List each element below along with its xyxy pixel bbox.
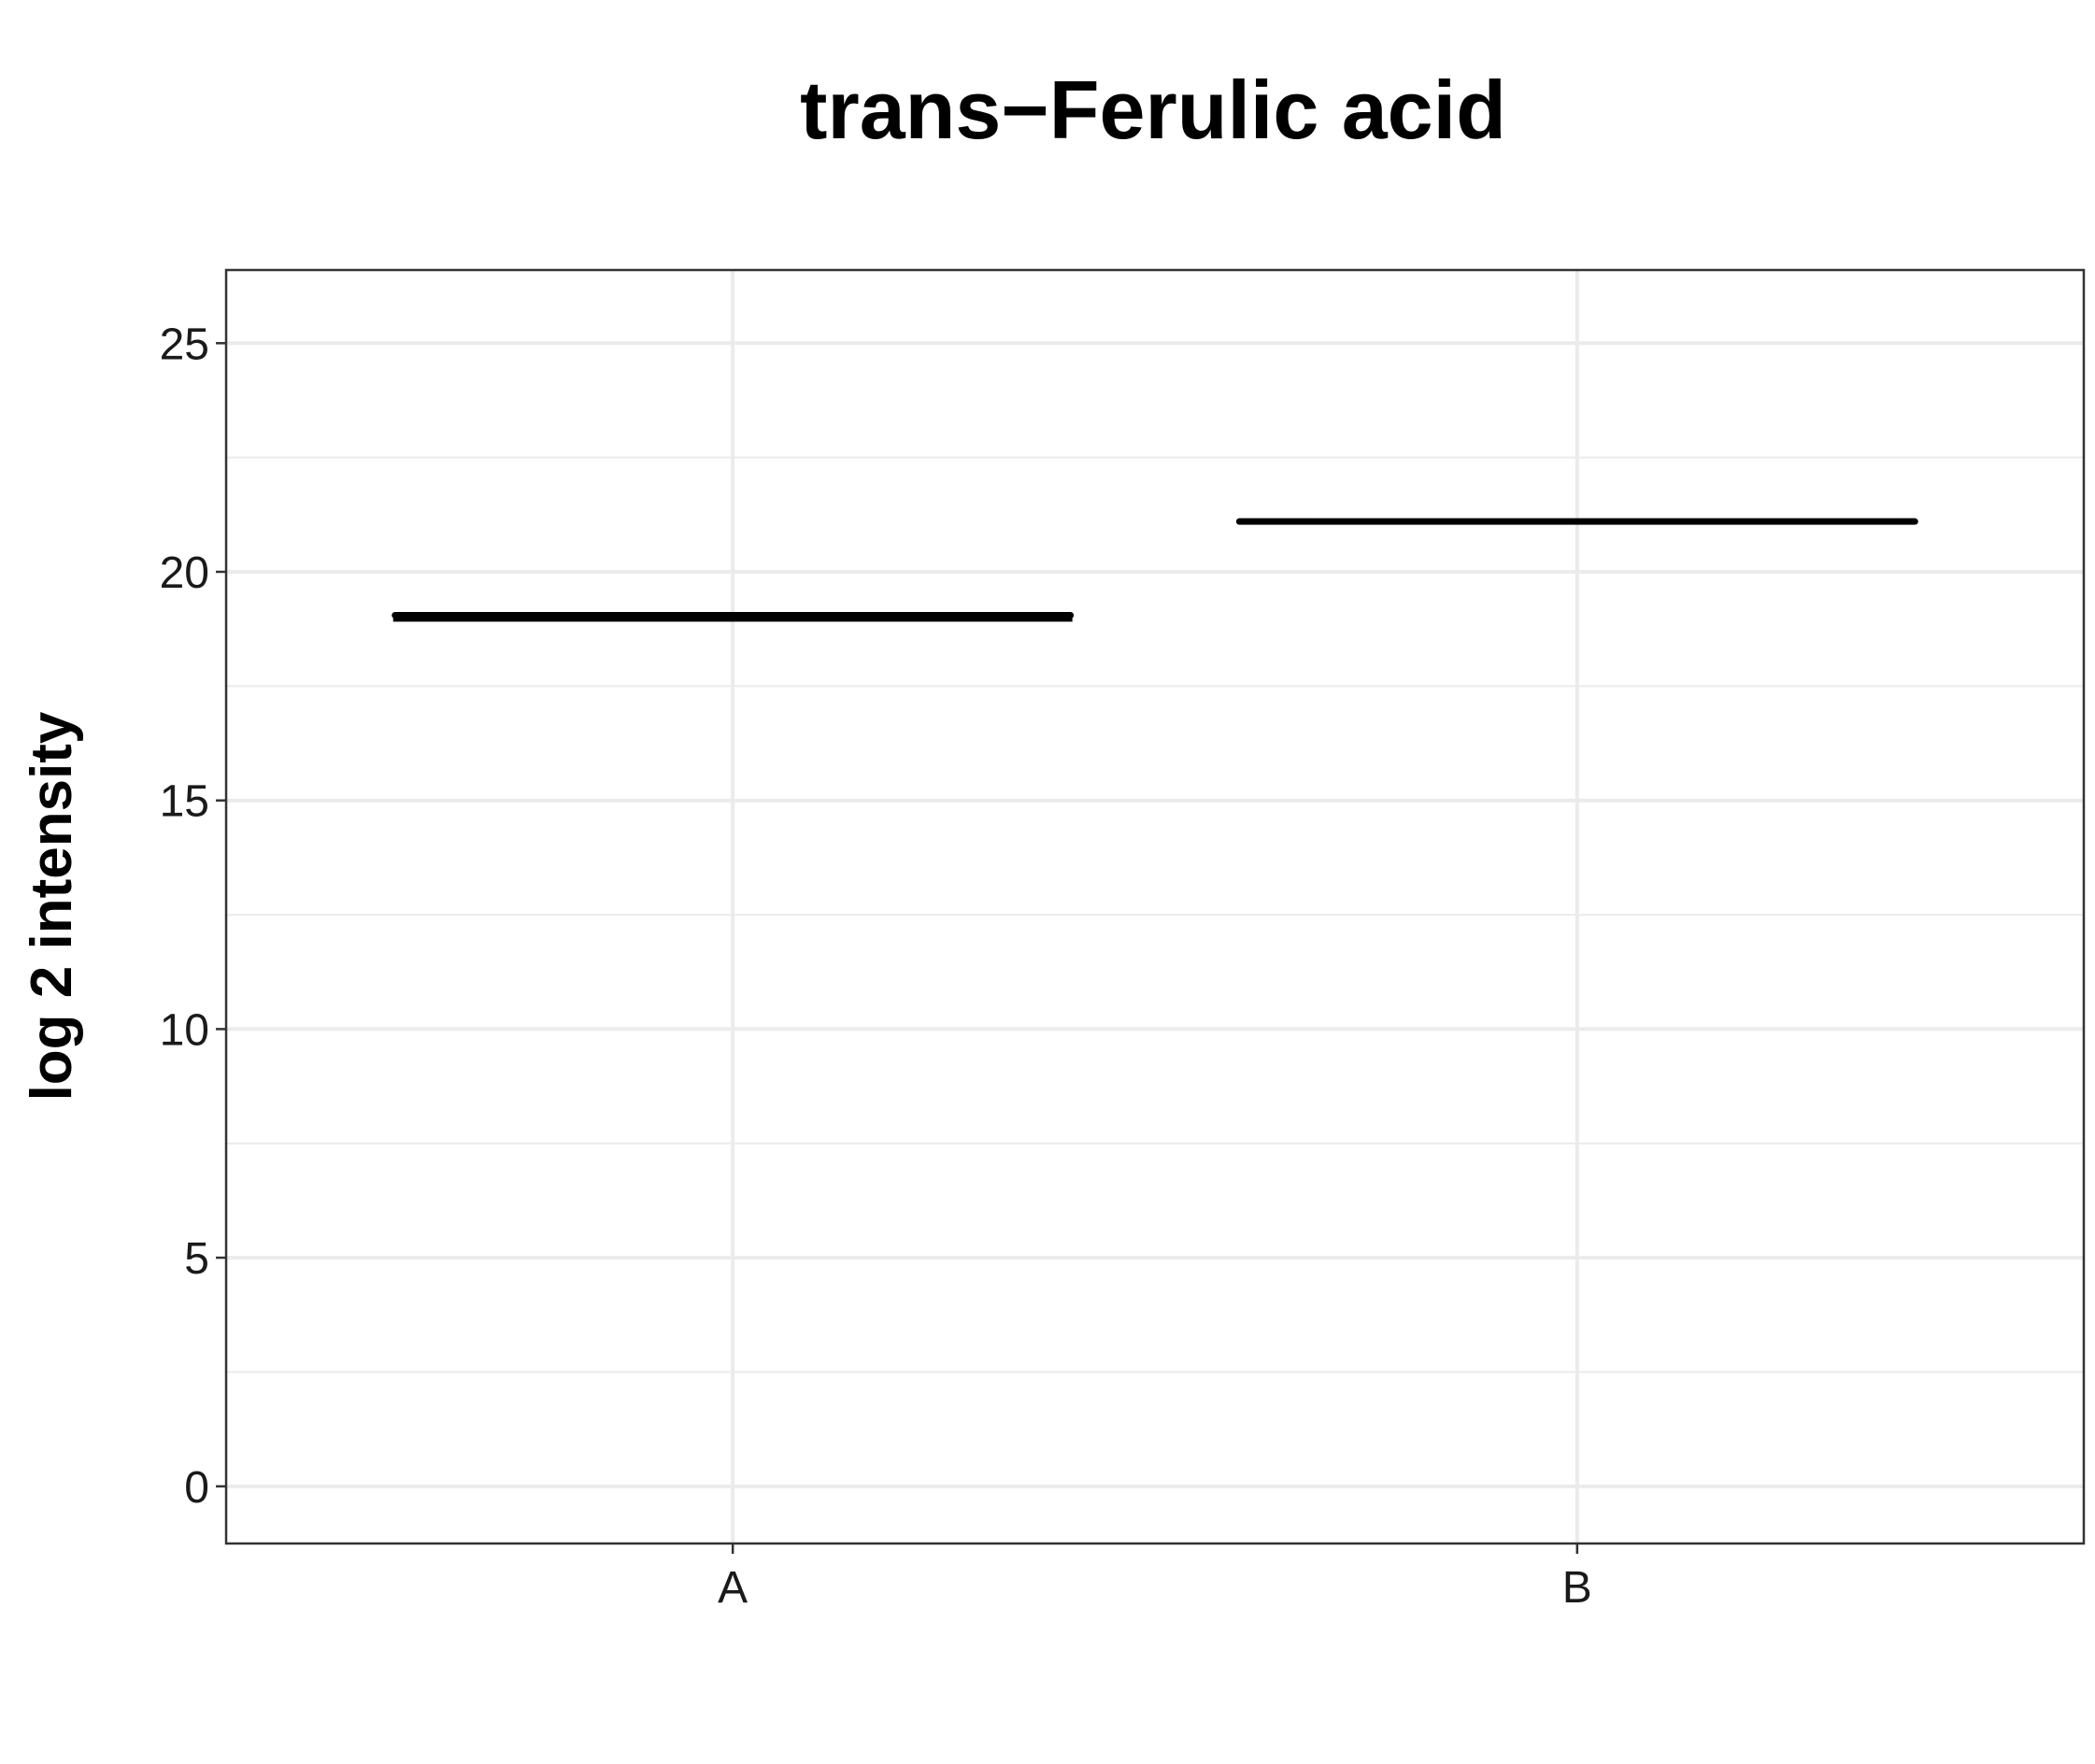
- y-tick-label: 25: [160, 320, 209, 369]
- y-tick-label: 0: [184, 1463, 209, 1513]
- boxes: [392, 518, 1918, 622]
- y-tick-label: 20: [160, 548, 209, 598]
- y-axis-label: log 2 intensity: [20, 711, 84, 1101]
- axes: 0 5 10 15 20 25 A B: [160, 320, 1592, 1613]
- x-tick-label: A: [718, 1563, 748, 1613]
- box-A: [392, 612, 1075, 622]
- y-tick-label: 15: [160, 777, 209, 827]
- y-tick-label: 10: [160, 1005, 209, 1055]
- y-tick-label: 5: [184, 1234, 209, 1284]
- plot-panel: [224, 268, 2086, 1545]
- gridlines: [226, 270, 2084, 1544]
- chart-title: trans−Ferulic acid: [800, 64, 1506, 156]
- x-tick-label: B: [1562, 1563, 1592, 1613]
